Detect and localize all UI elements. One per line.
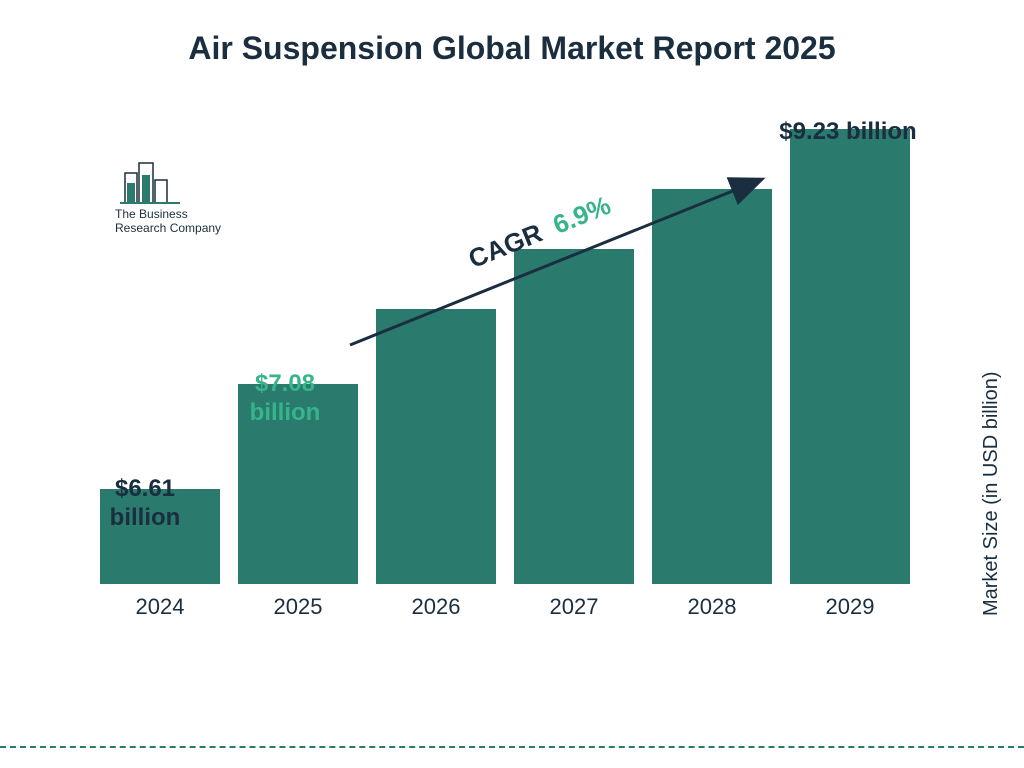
bar — [514, 249, 634, 584]
bar-wrap: 2028 — [652, 189, 772, 620]
bottom-divider — [0, 746, 1024, 748]
y-axis-label: Market Size (in USD billion) — [981, 372, 1004, 617]
bar-x-label: 2027 — [550, 594, 599, 620]
bar — [376, 309, 496, 584]
bar — [652, 189, 772, 584]
chart-title: Air Suspension Global Market Report 2025 — [0, 30, 1024, 67]
bar-wrap: 2026 — [376, 309, 496, 620]
value-label-2029: $9.23 billion — [768, 118, 928, 147]
bars-container: 2024 2025 2026 2027 2028 2029 — [90, 140, 920, 620]
value-label-2025: $7.08 billion — [230, 370, 340, 428]
bar-chart: 2024 2025 2026 2027 2028 2029 — [90, 140, 920, 660]
bar-x-label: 2029 — [826, 594, 875, 620]
bar-x-label: 2026 — [412, 594, 461, 620]
bar-wrap: 2027 — [514, 249, 634, 620]
bar — [790, 129, 910, 584]
bar-wrap: 2029 — [790, 129, 910, 620]
value-label-2024: $6.61 billion — [90, 475, 200, 533]
bar-x-label: 2028 — [688, 594, 737, 620]
bar-x-label: 2024 — [136, 594, 185, 620]
bar-x-label: 2025 — [274, 594, 323, 620]
